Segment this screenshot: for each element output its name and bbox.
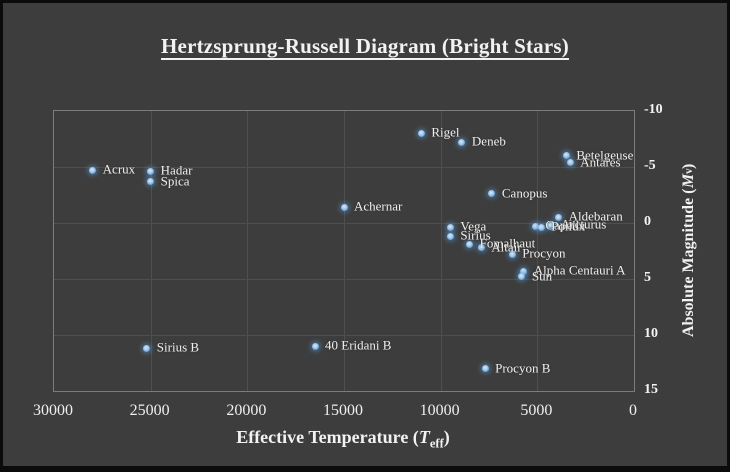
star-dot — [555, 213, 563, 221]
gridline-vertical — [247, 111, 249, 391]
gridline-vertical — [440, 111, 442, 391]
star-label: Achernar — [354, 198, 403, 214]
star-dot — [147, 167, 155, 175]
star-dot — [477, 244, 485, 252]
x-tick-label: 25000 — [129, 402, 170, 419]
star-label: 40 Eridani B — [325, 337, 392, 353]
y-tick-label: -5 — [644, 158, 656, 173]
star-dot — [143, 344, 151, 352]
y-tick-label: -10 — [644, 102, 663, 117]
star-label: Capella — [545, 218, 586, 234]
star-dot — [531, 222, 539, 230]
star-dot — [520, 267, 528, 275]
star-label: Procyon — [522, 246, 566, 262]
gridline-vertical — [344, 111, 345, 391]
gridline-vertical — [537, 111, 539, 391]
star-label: Procyon B — [495, 360, 551, 376]
star-label: Vega — [460, 219, 487, 235]
star-dot — [417, 129, 425, 137]
star-dot — [488, 190, 496, 198]
y-axis-symbol: M — [680, 174, 697, 189]
star-label: Sirius — [460, 228, 491, 244]
x-axis-subscript: eff — [429, 436, 444, 451]
x-tick-label: 30000 — [33, 402, 73, 419]
star-dot — [508, 250, 516, 258]
star-label: Alpha Centauri A — [533, 262, 626, 278]
x-axis-title: Effective Temperature (Teff) — [53, 427, 633, 452]
x-axis-title-suffix: ) — [443, 427, 450, 447]
star-label: Hadar — [160, 163, 193, 179]
star-dot — [537, 223, 545, 231]
star-dot — [446, 232, 454, 240]
plot-area: Acrux Hadar Spica Rigel Deneb Betelgeuse Antar… — [53, 110, 635, 392]
star-label: Aldebaran — [568, 209, 623, 225]
star-dot — [340, 203, 348, 211]
x-axis-tick-labels: 30000 25000 20000 15000 10000 5000 0 — [0, 402, 730, 422]
star-label: Betelgeuse — [576, 147, 634, 163]
gridline-horizontal — [54, 223, 634, 224]
x-tick-label: 20000 — [226, 402, 267, 419]
star-label: Sirius B — [156, 340, 200, 356]
y-tick-label: 0 — [644, 214, 651, 229]
star-label: Sun — [531, 268, 553, 284]
star-label: Rigel — [431, 125, 460, 141]
gridline-horizontal — [54, 167, 634, 168]
chart-title: Hertzsprung-Russell Diagram (Bright Star… — [161, 34, 569, 58]
star-label: Deneb — [471, 134, 506, 150]
star-dot — [446, 223, 454, 231]
x-tick-label: 0 — [629, 402, 637, 419]
y-tick-label: 15 — [644, 382, 658, 397]
star-label: Acrux — [102, 162, 136, 178]
star-dot — [458, 138, 466, 146]
y-axis-tick-labels: -10 -5 0 5 10 15 — [644, 0, 684, 472]
star-dot — [89, 166, 97, 174]
x-axis-title-text: Effective Temperature ( — [236, 427, 419, 447]
y-axis-title-suffix: ) — [680, 163, 697, 169]
star-label: Fomalhaut — [479, 235, 536, 251]
star-dot — [311, 342, 319, 350]
star-label: Pollux — [551, 219, 586, 235]
x-tick-label: 10000 — [419, 402, 460, 419]
star-dot — [518, 273, 526, 281]
y-tick-label: 5 — [644, 270, 651, 285]
x-tick-label: 5000 — [520, 402, 553, 419]
star-label: Altair — [491, 239, 522, 255]
star-dot — [547, 221, 555, 229]
gridline-vertical — [150, 111, 152, 391]
y-axis-subscript: v — [683, 168, 695, 175]
star-dot — [481, 365, 489, 373]
y-tick-label: 10 — [644, 326, 658, 341]
star-dot — [147, 178, 155, 186]
gridline-horizontal — [54, 335, 634, 336]
star-dot — [566, 159, 574, 167]
x-tick-label: 15000 — [323, 402, 363, 419]
star-label: Antares — [580, 154, 621, 170]
star-label: Spica — [160, 173, 190, 189]
star-label: Arcturus — [560, 216, 607, 232]
star-label: Canopus — [501, 185, 548, 201]
gridline-horizontal — [54, 279, 634, 280]
x-axis-symbol: T — [418, 427, 430, 447]
star-dot — [562, 152, 570, 160]
star-dot — [466, 240, 474, 248]
y-axis-title-text: Absolute Magnitude ( — [680, 188, 697, 337]
